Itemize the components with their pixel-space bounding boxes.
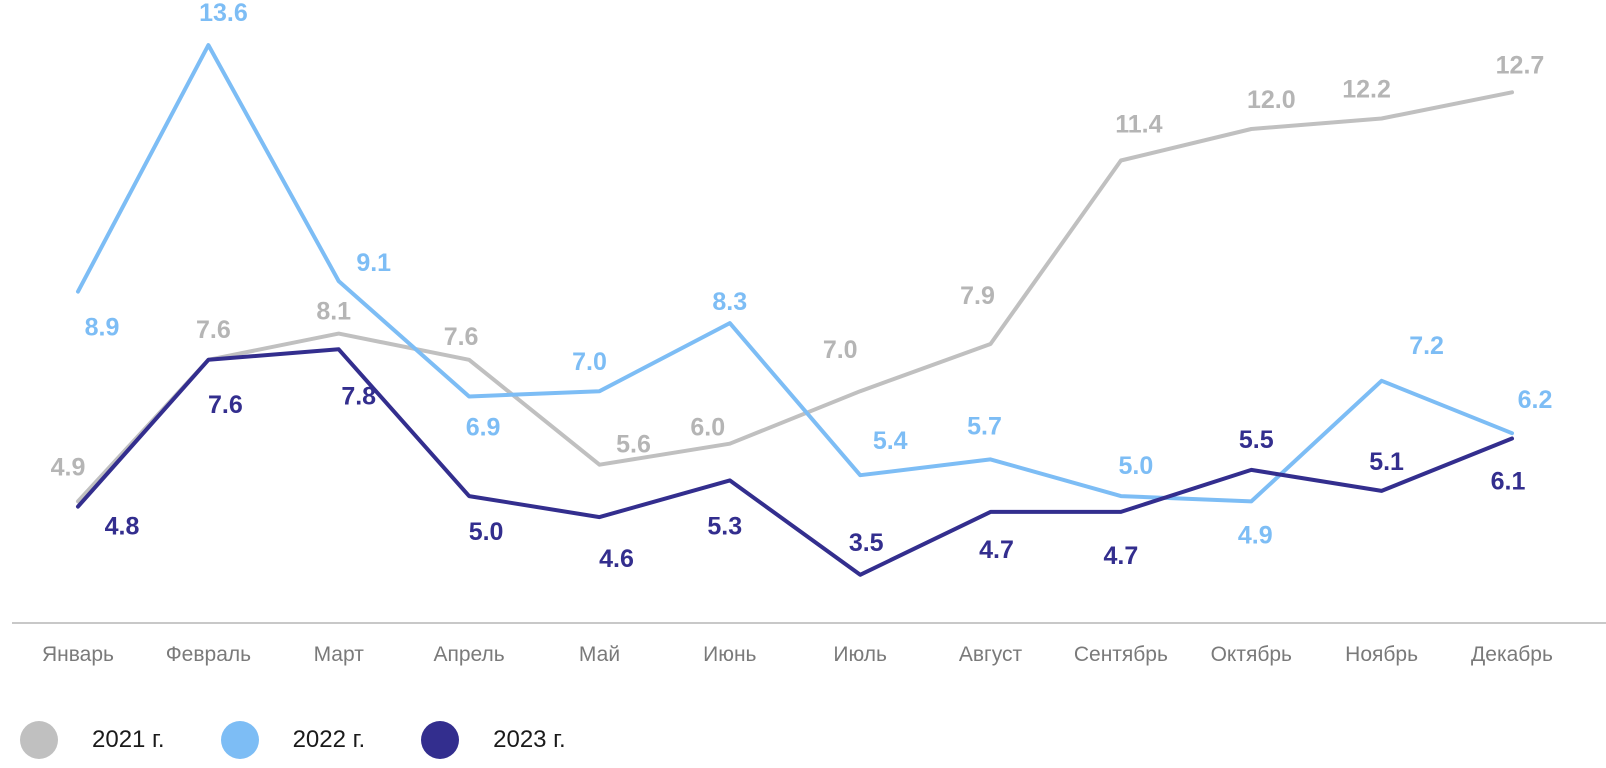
legend-label-2021: 2021 г. <box>92 726 165 753</box>
data-label-2022: 8.9 <box>85 314 120 342</box>
data-label-2023: 5.0 <box>469 518 504 546</box>
data-label-2023: 4.7 <box>1104 542 1139 570</box>
data-label-2023: 4.7 <box>979 536 1014 564</box>
series-line-2022 <box>76 43 1514 504</box>
x-tick-label: Август <box>959 643 1023 666</box>
x-tick-label: Май <box>579 643 620 666</box>
x-tick-label: Ноябрь <box>1345 643 1418 666</box>
series-lines <box>76 43 1514 577</box>
data-label-2023: 5.3 <box>707 512 742 540</box>
data-label-2021: 5.6 <box>616 431 651 459</box>
x-tick-labels: Январь Февраль Март Апрель Май Июнь Июль Август… <box>42 643 1553 666</box>
data-label-2021: 7.6 <box>444 323 479 351</box>
data-label-2021: 11.4 <box>1115 111 1162 139</box>
line-chart: 4.9 7.6 8.1 7.6 5.6 6.0 7.0 7.9 11.4 12.0 12.2 12.7… <box>12 0 1606 666</box>
data-label-2023: 5.5 <box>1239 426 1274 454</box>
data-labels: 4.9 7.6 8.1 7.6 5.6 6.0 7.0 7.9 11.4 12.0 12.2 12.7… <box>51 0 1553 573</box>
x-tick-label: Декабрь <box>1471 643 1553 666</box>
data-label-2022: 13.6 <box>199 0 248 27</box>
x-tick-label: Март <box>314 643 365 666</box>
data-label-2023: 7.6 <box>208 391 243 419</box>
data-label-2021: 7.6 <box>196 316 231 344</box>
x-tick-label: Январь <box>42 643 114 666</box>
data-label-2022: 4.9 <box>1238 521 1273 549</box>
data-label-2022: 5.4 <box>873 427 908 455</box>
legend: 2021 г. 2022 г. 2023 г. <box>20 718 622 762</box>
legend-swatch-2021 <box>20 721 58 759</box>
data-label-2021: 7.9 <box>960 282 995 310</box>
data-label-2023: 4.8 <box>105 513 140 541</box>
data-label-2022: 5.0 <box>1119 452 1154 480</box>
x-tick-label: Июнь <box>703 643 756 666</box>
legend-swatch-2022 <box>220 721 259 759</box>
data-label-2021: 8.1 <box>316 298 351 326</box>
x-tick-label: Октябрь <box>1211 643 1292 666</box>
data-label-2023: 4.6 <box>599 545 634 573</box>
legend-label-2023: 2023 г. <box>493 726 566 753</box>
data-label-2021: 12.7 <box>1496 51 1545 79</box>
data-label-2021: 6.0 <box>690 414 725 442</box>
x-tick-label: Февраль <box>166 643 251 666</box>
legend-label-2022: 2022 г. <box>292 726 366 753</box>
series-line-2023 <box>76 347 1514 577</box>
data-label-2023: 7.8 <box>341 382 376 410</box>
data-label-2022: 8.3 <box>712 288 747 316</box>
x-tick-label: Сентябрь <box>1074 643 1168 666</box>
x-tick-label: Июль <box>833 643 887 666</box>
legend-item-2023[interactable]: 2023 г. <box>421 721 566 759</box>
legend-swatch-2023 <box>421 721 460 759</box>
legend-item-2022[interactable]: 2022 г. <box>220 721 366 759</box>
data-label-2022: 7.0 <box>572 348 607 376</box>
series-line-2021 <box>76 90 1514 504</box>
data-label-2022: 6.9 <box>466 414 501 442</box>
data-label-2023: 3.5 <box>849 529 884 557</box>
data-label-2021: 7.0 <box>823 336 858 364</box>
data-label-2021: 12.2 <box>1342 76 1391 104</box>
data-label-2022: 5.7 <box>967 412 1002 440</box>
data-label-2023: 5.1 <box>1369 448 1404 476</box>
legend-item-2021[interactable]: 2021 г. <box>20 721 165 759</box>
data-label-2021: 12.0 <box>1247 86 1296 114</box>
data-label-2022: 9.1 <box>356 249 391 277</box>
data-label-2022: 6.2 <box>1518 386 1553 414</box>
data-label-2021: 4.9 <box>51 453 86 481</box>
x-tick-label: Апрель <box>433 643 504 666</box>
data-label-2022: 7.2 <box>1409 332 1444 360</box>
data-label-2023: 6.1 <box>1491 468 1526 496</box>
